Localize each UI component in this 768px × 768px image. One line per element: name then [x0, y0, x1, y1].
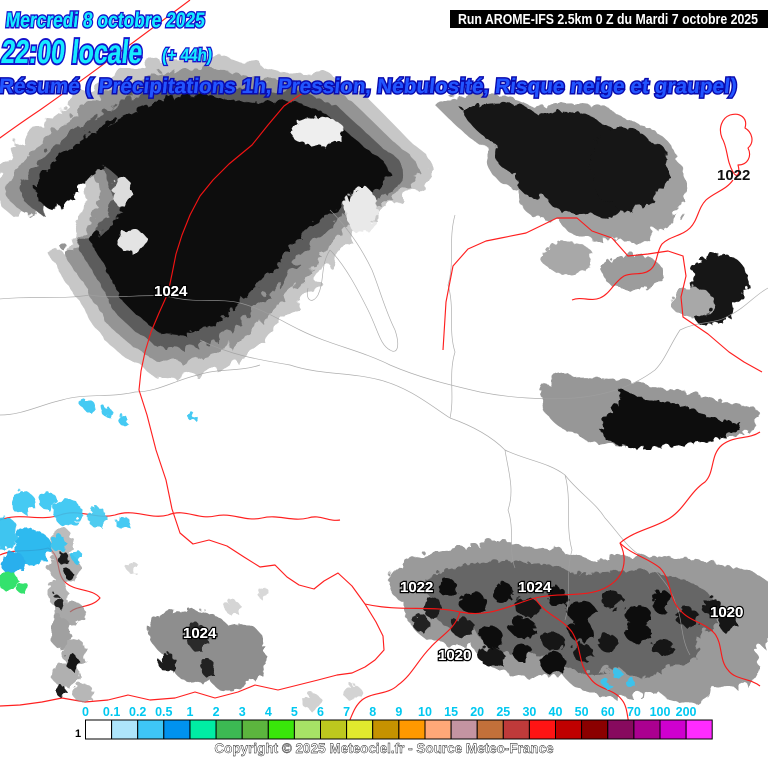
svg-text:Run AROME-IFS 2.5km 0 Z du Mar: Run AROME-IFS 2.5km 0 Z du Mardi 7 octob…	[458, 12, 758, 28]
svg-text:Résumé ( Précipitations 1h, Pr: Résumé ( Précipitations 1h, Pression, Né…	[0, 75, 738, 98]
svg-text:5: 5	[291, 705, 298, 719]
svg-text:1024: 1024	[154, 283, 188, 300]
svg-text:1020: 1020	[438, 647, 471, 664]
svg-text:1: 1	[75, 728, 81, 740]
svg-text:2: 2	[213, 705, 220, 719]
svg-text:Copyright © 2025 Meteociel.fr: Copyright © 2025 Meteociel.fr - Source M…	[214, 741, 554, 756]
svg-text:1020: 1020	[710, 604, 743, 621]
svg-text:3: 3	[239, 705, 246, 719]
svg-text:1024: 1024	[518, 579, 552, 596]
svg-text:4: 4	[265, 705, 272, 719]
svg-text:22:00 locale: 22:00 locale	[0, 34, 144, 71]
svg-text:Mercredi 8 octobre 2025: Mercredi 8 octobre 2025	[5, 9, 207, 32]
svg-text:(+ 44h): (+ 44h)	[161, 45, 213, 65]
svg-text:30: 30	[522, 705, 536, 719]
svg-text:8: 8	[369, 705, 376, 719]
svg-text:200: 200	[676, 705, 697, 719]
svg-text:1: 1	[187, 705, 194, 719]
svg-text:0.1: 0.1	[103, 705, 120, 719]
svg-text:6: 6	[317, 705, 324, 719]
svg-text:60: 60	[601, 705, 615, 719]
svg-text:0: 0	[82, 705, 89, 719]
svg-text:1024: 1024	[183, 625, 217, 642]
svg-text:7: 7	[343, 705, 350, 719]
svg-text:50: 50	[575, 705, 589, 719]
svg-text:1022: 1022	[400, 579, 433, 596]
svg-text:20: 20	[470, 705, 484, 719]
svg-text:0.5: 0.5	[155, 705, 172, 719]
svg-text:15: 15	[444, 705, 458, 719]
svg-text:25: 25	[496, 705, 510, 719]
svg-text:0.2: 0.2	[129, 705, 146, 719]
svg-text:1022: 1022	[717, 167, 750, 184]
svg-text:100: 100	[650, 705, 671, 719]
svg-text:10: 10	[418, 705, 432, 719]
svg-text:40: 40	[549, 705, 563, 719]
svg-text:9: 9	[395, 705, 402, 719]
svg-text:70: 70	[627, 705, 641, 719]
